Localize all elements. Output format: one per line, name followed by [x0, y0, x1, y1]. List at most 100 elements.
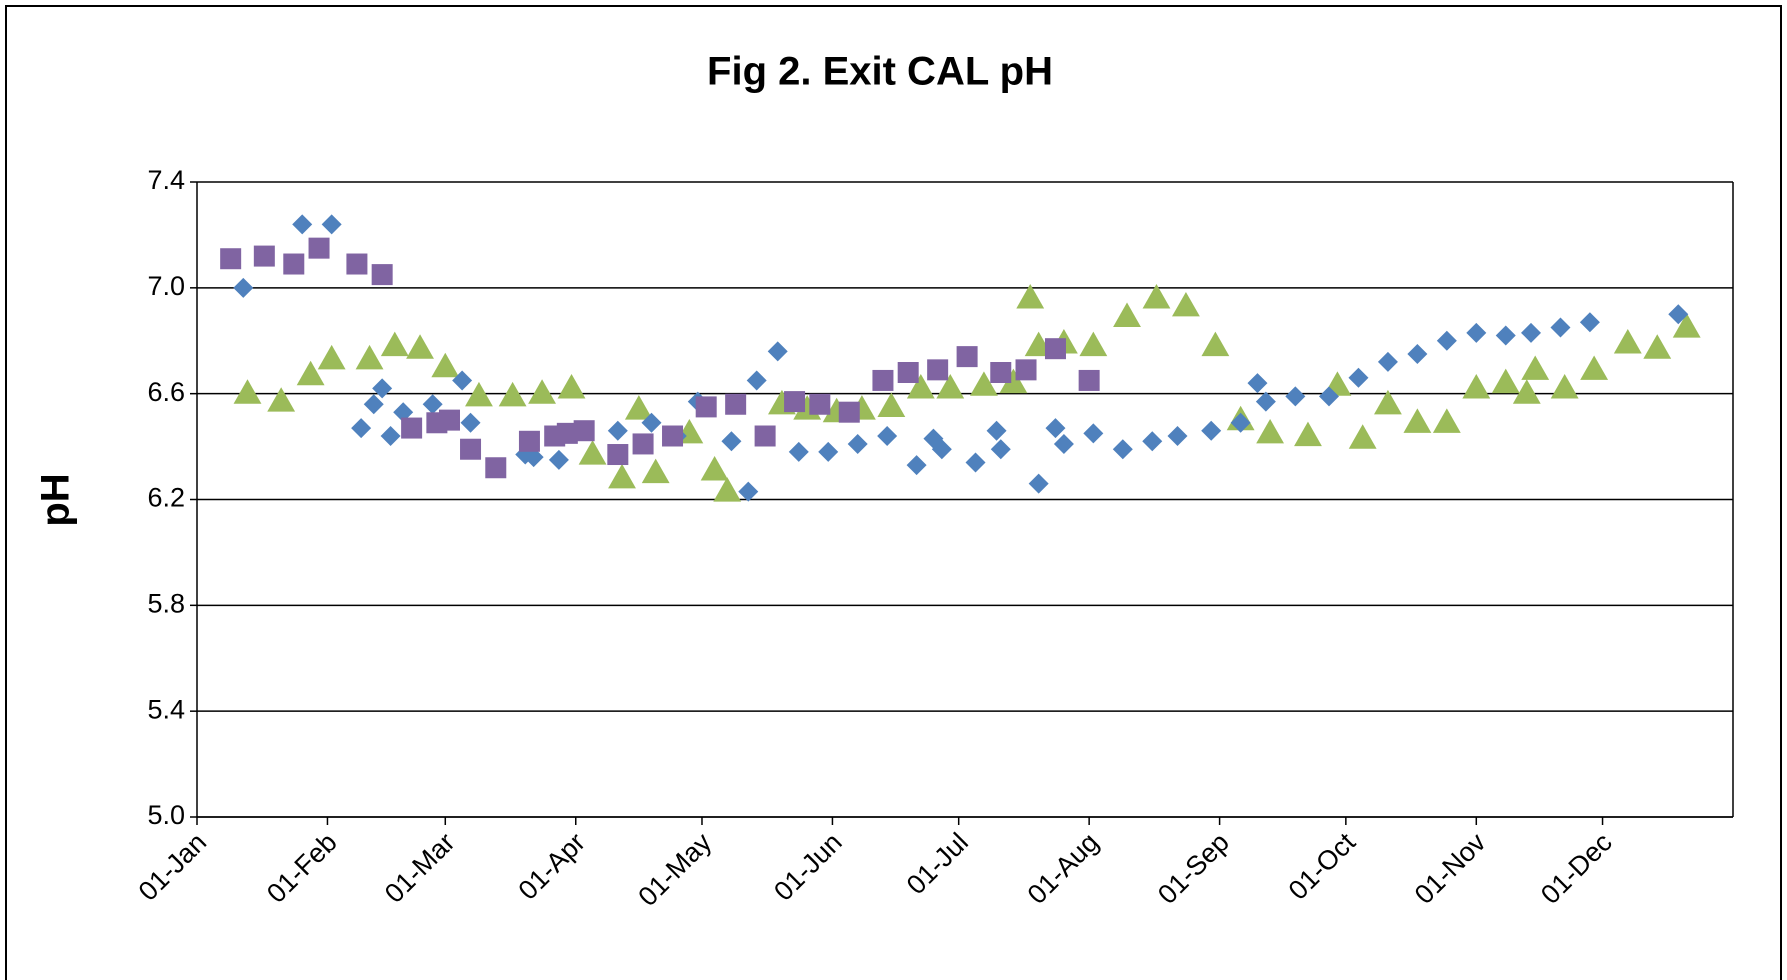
point — [990, 362, 1012, 383]
point — [1285, 386, 1306, 407]
point — [548, 449, 569, 470]
point — [695, 396, 717, 418]
point — [877, 426, 898, 446]
point — [877, 392, 906, 417]
point — [608, 463, 636, 489]
point — [283, 253, 305, 275]
point — [578, 440, 607, 465]
point — [624, 395, 653, 420]
point — [838, 401, 860, 423]
point — [1112, 439, 1133, 460]
point — [721, 431, 742, 452]
point — [1521, 322, 1542, 343]
point — [1083, 423, 1104, 444]
point — [1403, 408, 1432, 433]
point — [632, 433, 654, 455]
point — [233, 277, 254, 298]
point — [1613, 328, 1642, 354]
point — [401, 417, 423, 439]
point — [393, 402, 414, 423]
point — [253, 245, 275, 267]
point — [1462, 373, 1491, 399]
point — [528, 379, 556, 404]
point — [1079, 331, 1108, 357]
point — [1550, 373, 1579, 399]
point — [1436, 330, 1457, 351]
point — [1377, 351, 1398, 372]
point — [1374, 389, 1402, 415]
point — [296, 360, 325, 386]
point — [573, 420, 595, 442]
point — [1495, 325, 1516, 346]
point — [1256, 418, 1285, 444]
point — [523, 447, 544, 468]
point — [233, 379, 262, 404]
chart-title: Fig 2. Exit CAL pH — [707, 50, 1053, 94]
point — [931, 439, 952, 460]
point — [321, 214, 342, 235]
point — [990, 439, 1011, 460]
point — [317, 344, 346, 370]
point — [1028, 473, 1049, 494]
point — [641, 412, 662, 433]
y-axis-label: pH — [34, 473, 78, 526]
point — [406, 334, 434, 359]
point — [754, 425, 776, 447]
point — [1512, 379, 1541, 404]
point — [713, 477, 742, 502]
y-tick-label: 5.0 — [147, 800, 185, 830]
point — [1643, 334, 1672, 359]
point — [700, 455, 729, 481]
point — [1201, 420, 1222, 441]
point — [380, 426, 401, 446]
point — [1550, 317, 1571, 338]
point — [1668, 304, 1689, 325]
point — [1015, 359, 1037, 381]
point — [965, 452, 986, 473]
point — [557, 373, 586, 399]
point — [927, 359, 949, 381]
point — [1579, 312, 1600, 333]
point — [1407, 343, 1428, 364]
point — [220, 248, 242, 270]
point — [738, 481, 759, 502]
point — [1319, 386, 1340, 407]
point — [452, 370, 473, 391]
point — [355, 344, 384, 370]
point — [371, 264, 393, 286]
point — [784, 391, 806, 413]
point — [1348, 424, 1377, 449]
point — [1142, 284, 1171, 309]
y-tick-label: 6.6 — [147, 377, 185, 407]
point — [641, 458, 670, 484]
point — [847, 433, 868, 454]
point — [1294, 421, 1322, 447]
point — [1078, 369, 1100, 391]
point — [1348, 367, 1369, 388]
point — [1172, 291, 1200, 317]
point — [662, 425, 684, 447]
point — [372, 378, 393, 399]
point — [906, 373, 935, 399]
point — [897, 362, 919, 383]
point — [1432, 408, 1461, 433]
point — [1044, 338, 1066, 360]
point — [346, 253, 368, 275]
point — [788, 441, 809, 462]
point — [460, 412, 481, 433]
point — [438, 409, 460, 431]
point — [460, 438, 482, 460]
point — [936, 373, 965, 399]
point — [607, 420, 628, 441]
point — [809, 393, 831, 415]
point — [351, 418, 372, 439]
point — [1045, 418, 1066, 439]
point — [1230, 412, 1251, 433]
point — [1491, 368, 1520, 394]
point — [746, 370, 767, 391]
y-tick-label: 7.0 — [147, 271, 185, 301]
point — [556, 422, 578, 444]
point — [970, 371, 998, 396]
y-tick-label: 5.4 — [147, 694, 185, 724]
